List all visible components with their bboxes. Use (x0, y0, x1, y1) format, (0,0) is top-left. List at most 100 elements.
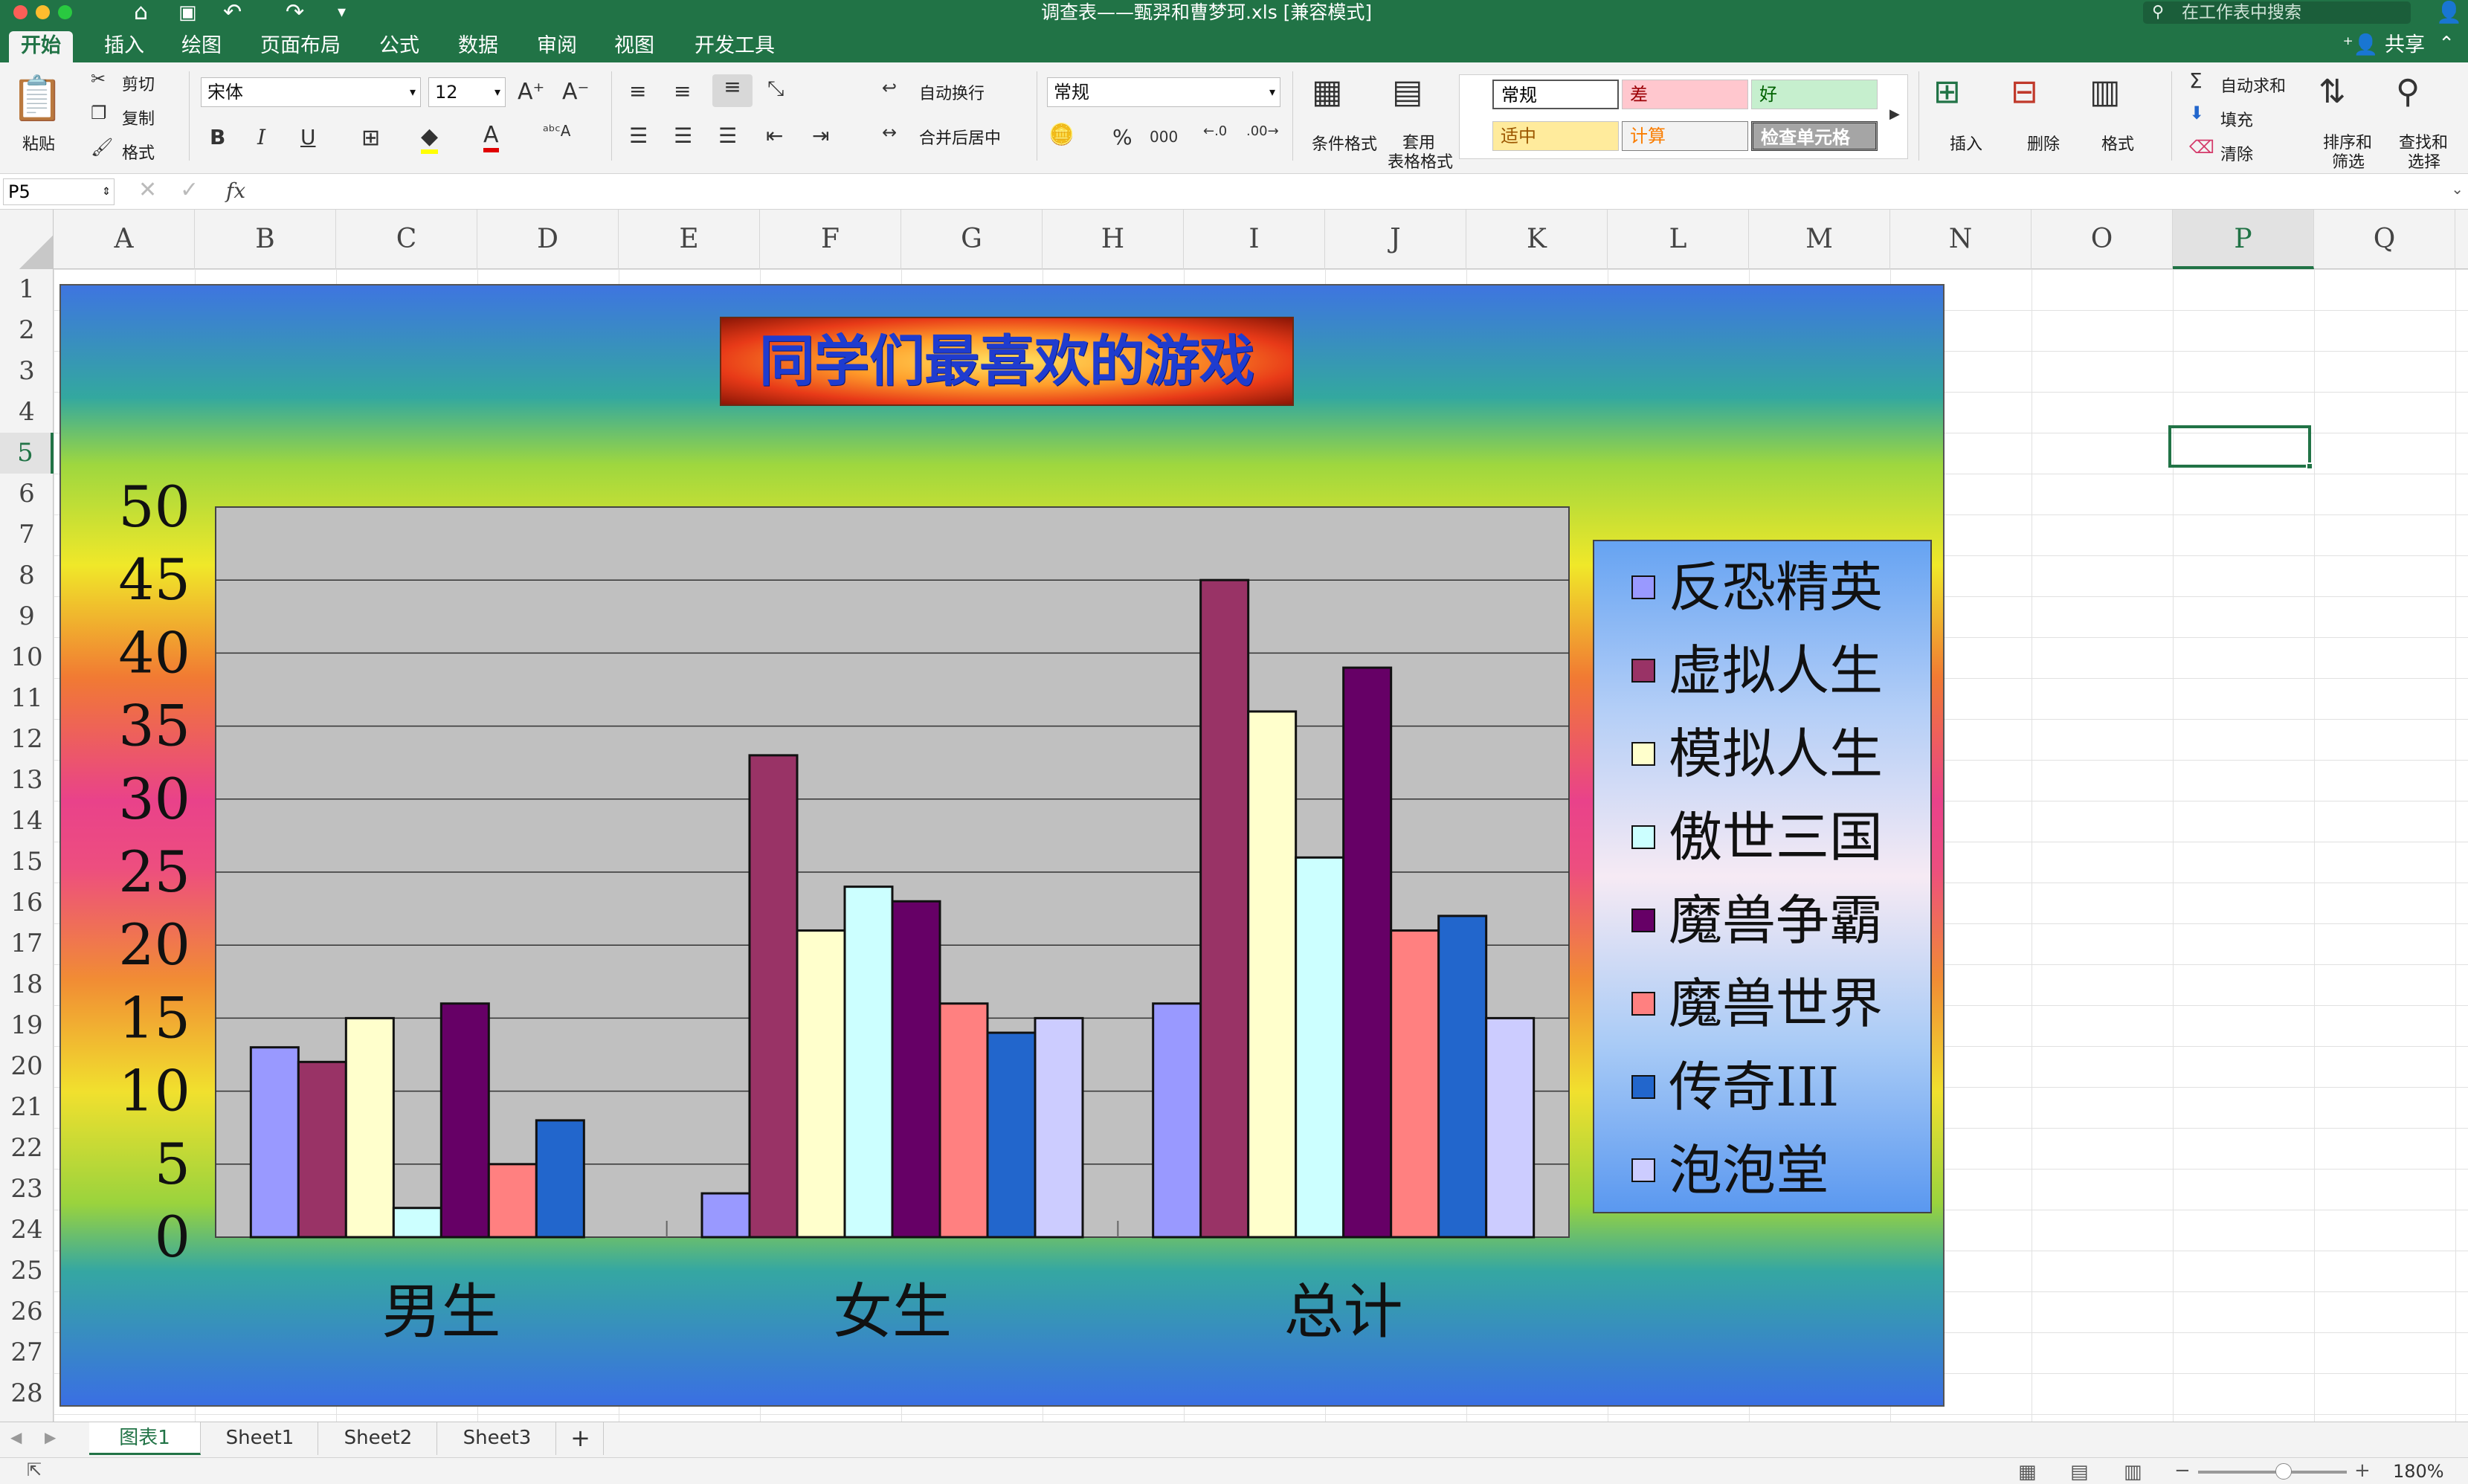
align-middle-icon[interactable]: ≡ (674, 79, 692, 103)
sheet-tab-chart1[interactable]: 图表1 (89, 1422, 201, 1455)
column-header[interactable]: I (1184, 210, 1325, 269)
bar[interactable] (249, 1046, 300, 1239)
bar[interactable] (1437, 914, 1488, 1239)
font-color-icon[interactable]: A (483, 122, 499, 152)
style-bad[interactable]: 差 (1622, 80, 1748, 109)
next-sheet-icon[interactable]: ▶ (45, 1428, 57, 1446)
bar[interactable] (344, 1016, 395, 1239)
increase-indent-icon[interactable]: ⇥ (812, 123, 830, 148)
zoom-level[interactable]: 180% (2393, 1461, 2444, 1482)
legend-item[interactable]: 反恐精英 (1594, 546, 1933, 629)
column-header[interactable]: A (54, 210, 195, 269)
column-header[interactable]: Q (2314, 210, 2455, 269)
minimize-window-button[interactable] (36, 5, 50, 19)
zoom-out-button[interactable]: − (2174, 1459, 2191, 1482)
column-header[interactable]: C (336, 210, 477, 269)
row-header[interactable]: 3 (19, 356, 35, 386)
column-header[interactable]: M (1749, 210, 1890, 269)
undo-icon[interactable]: ↶ (223, 0, 242, 25)
row-header[interactable]: 28 (10, 1378, 43, 1408)
column-header[interactable]: L (1608, 210, 1749, 269)
insert-function-button[interactable]: fx (226, 178, 246, 203)
italic-button[interactable]: I (257, 125, 266, 149)
column-header[interactable]: P (2173, 210, 2314, 269)
tab-page-layout[interactable]: 页面布局 (260, 34, 341, 57)
bar[interactable] (1034, 1016, 1084, 1239)
bar[interactable] (1342, 666, 1393, 1239)
tab-review[interactable]: 审阅 (537, 34, 577, 57)
add-sheet-button[interactable]: + (558, 1422, 604, 1455)
tab-data[interactable]: 数据 (458, 34, 498, 57)
tab-developer[interactable]: 开发工具 (695, 34, 775, 57)
format-cells-button[interactable]: 格式 (2101, 135, 2135, 154)
style-normal[interactable]: 常规 (1492, 80, 1619, 109)
zoom-slider[interactable] (2198, 1463, 2347, 1480)
chart-legend[interactable]: 反恐精英 虚拟人生 模拟人生 傲世三国 魔兽争霸 魔兽世界 传奇III 泡泡堂 (1593, 540, 1932, 1213)
align-bottom-icon[interactable]: ≡ (712, 74, 753, 107)
row-header[interactable]: 19 (10, 1010, 43, 1040)
paste-icon[interactable]: 📋 (10, 73, 65, 123)
underline-button[interactable]: U (300, 125, 316, 149)
cancel-entry-icon[interactable]: ✕ (138, 177, 158, 203)
zoom-in-button[interactable]: + (2354, 1459, 2371, 1482)
column-header[interactable]: E (619, 210, 760, 269)
decrease-font-icon[interactable]: A⁻ (562, 79, 590, 105)
wrap-text-button[interactable]: 自动换行 (919, 85, 985, 103)
row-header[interactable]: 4 (19, 397, 35, 427)
find-select-line1[interactable]: 查找和 (2399, 134, 2449, 152)
page-break-view-icon[interactable]: ▥ (2124, 1461, 2142, 1483)
row-header[interactable]: 5 (0, 433, 54, 474)
decrease-indent-icon[interactable]: ⇤ (766, 123, 784, 148)
increase-decimal-icon[interactable]: ←.0 (1203, 123, 1228, 139)
row-header[interactable]: 23 (10, 1174, 43, 1204)
bar[interactable] (1247, 710, 1298, 1239)
zoom-slider-thumb[interactable] (2275, 1463, 2292, 1480)
align-center-icon[interactable]: ☰ (674, 123, 693, 148)
insert-cells-button[interactable]: 插入 (1950, 135, 1983, 154)
row-header[interactable]: 8 (19, 561, 35, 590)
row-header[interactable]: 20 (10, 1051, 43, 1081)
row-header[interactable]: 9 (19, 601, 35, 631)
select-all-corner[interactable] (0, 210, 54, 269)
style-check-cell[interactable]: 检查单元格 (1751, 121, 1878, 151)
zoom-window-button[interactable] (58, 5, 72, 19)
cut-button[interactable]: 剪切 (122, 76, 155, 94)
autosum-button[interactable]: 自动求和 (2220, 77, 2287, 96)
column-header[interactable]: K (1466, 210, 1608, 269)
decrease-decimal-icon[interactable]: .00→ (1246, 123, 1279, 139)
chevron-down-icon[interactable]: ⌄ (2451, 180, 2464, 198)
row-header[interactable]: 26 (10, 1297, 43, 1326)
bar[interactable] (1295, 856, 1345, 1239)
chevron-up-icon[interactable]: ⌃ (2438, 33, 2455, 55)
column-header[interactable]: G (901, 210, 1043, 269)
account-icon[interactable]: 👤 (2436, 0, 2462, 25)
row-header[interactable]: 29 (0, 1414, 54, 1422)
copy-button[interactable]: 复制 (122, 110, 155, 129)
fill-button[interactable]: 填充 (2220, 112, 2254, 130)
legend-item[interactable]: 传奇III (1594, 1045, 1933, 1129)
bar[interactable] (1390, 929, 1440, 1239)
bar[interactable] (1152, 1002, 1202, 1239)
bar[interactable] (392, 1207, 442, 1239)
tab-home[interactable]: 开始 (9, 31, 73, 62)
orientation-icon[interactable]: ⤡ (767, 76, 784, 100)
row-header[interactable]: 1 (19, 274, 35, 304)
align-right-icon[interactable]: ☰ (718, 123, 738, 148)
legend-item[interactable]: 泡泡堂 (1594, 1129, 1933, 1212)
confirm-entry-icon[interactable]: ✓ (180, 177, 199, 203)
normal-view-icon[interactable]: ▦ (2018, 1461, 2037, 1483)
bar[interactable] (487, 1163, 538, 1239)
bar[interactable] (1199, 578, 1250, 1239)
style-neutral[interactable]: 适中 (1492, 121, 1619, 151)
redo-icon[interactable]: ↷ (286, 0, 305, 25)
row-header[interactable]: 14 (10, 806, 43, 836)
row-header[interactable]: 22 (10, 1133, 43, 1163)
currency-icon[interactable]: 🪙 (1048, 122, 1074, 146)
find-select-line2[interactable]: 选择 (2408, 153, 2441, 172)
fill-handle[interactable] (2306, 462, 2313, 470)
legend-item[interactable]: 虚拟人生 (1594, 629, 1933, 712)
legend-item[interactable]: 魔兽世界 (1594, 962, 1933, 1045)
share-button[interactable]: ⁺👤 共享 (2343, 33, 2425, 58)
